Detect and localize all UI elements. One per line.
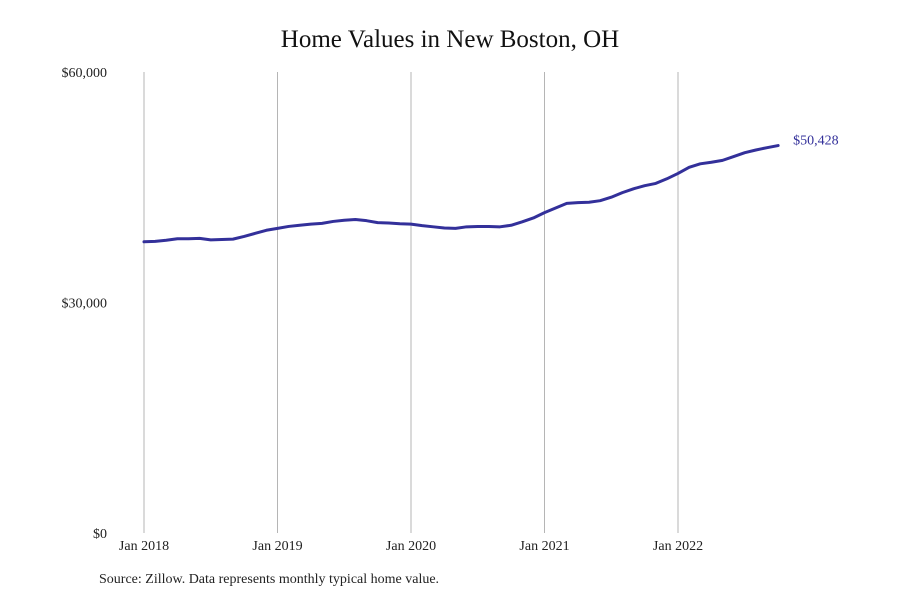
gridlines bbox=[143, 72, 679, 533]
x-axis-tick-labels: Jan 2018 Jan 2019 Jan 2020 Jan 2021 Jan 2022 bbox=[119, 539, 703, 554]
y-tick-label: $60,000 bbox=[62, 66, 108, 81]
y-tick-label: $0 bbox=[93, 527, 107, 542]
y-tick-label: $30,000 bbox=[62, 297, 108, 312]
series-layer bbox=[142, 144, 780, 244]
x-tick-label: Jan 2020 bbox=[386, 539, 436, 554]
x-tick-label: Jan 2022 bbox=[653, 539, 703, 554]
series-line-home-value bbox=[142, 144, 780, 244]
x-tick-label: Jan 2018 bbox=[119, 539, 169, 554]
x-tick-label: Jan 2019 bbox=[252, 539, 302, 554]
source-note: Source: Zillow. Data represents monthly … bbox=[99, 572, 440, 587]
data-labels: $50,428 bbox=[793, 134, 839, 149]
x-tick-label: Jan 2021 bbox=[519, 539, 569, 554]
end-value-label: $50,428 bbox=[793, 134, 839, 149]
chart-title: Home Values in New Boston, OH bbox=[280, 26, 620, 53]
y-axis-tick-labels: $0 $30,000 $60,000 bbox=[62, 66, 108, 542]
